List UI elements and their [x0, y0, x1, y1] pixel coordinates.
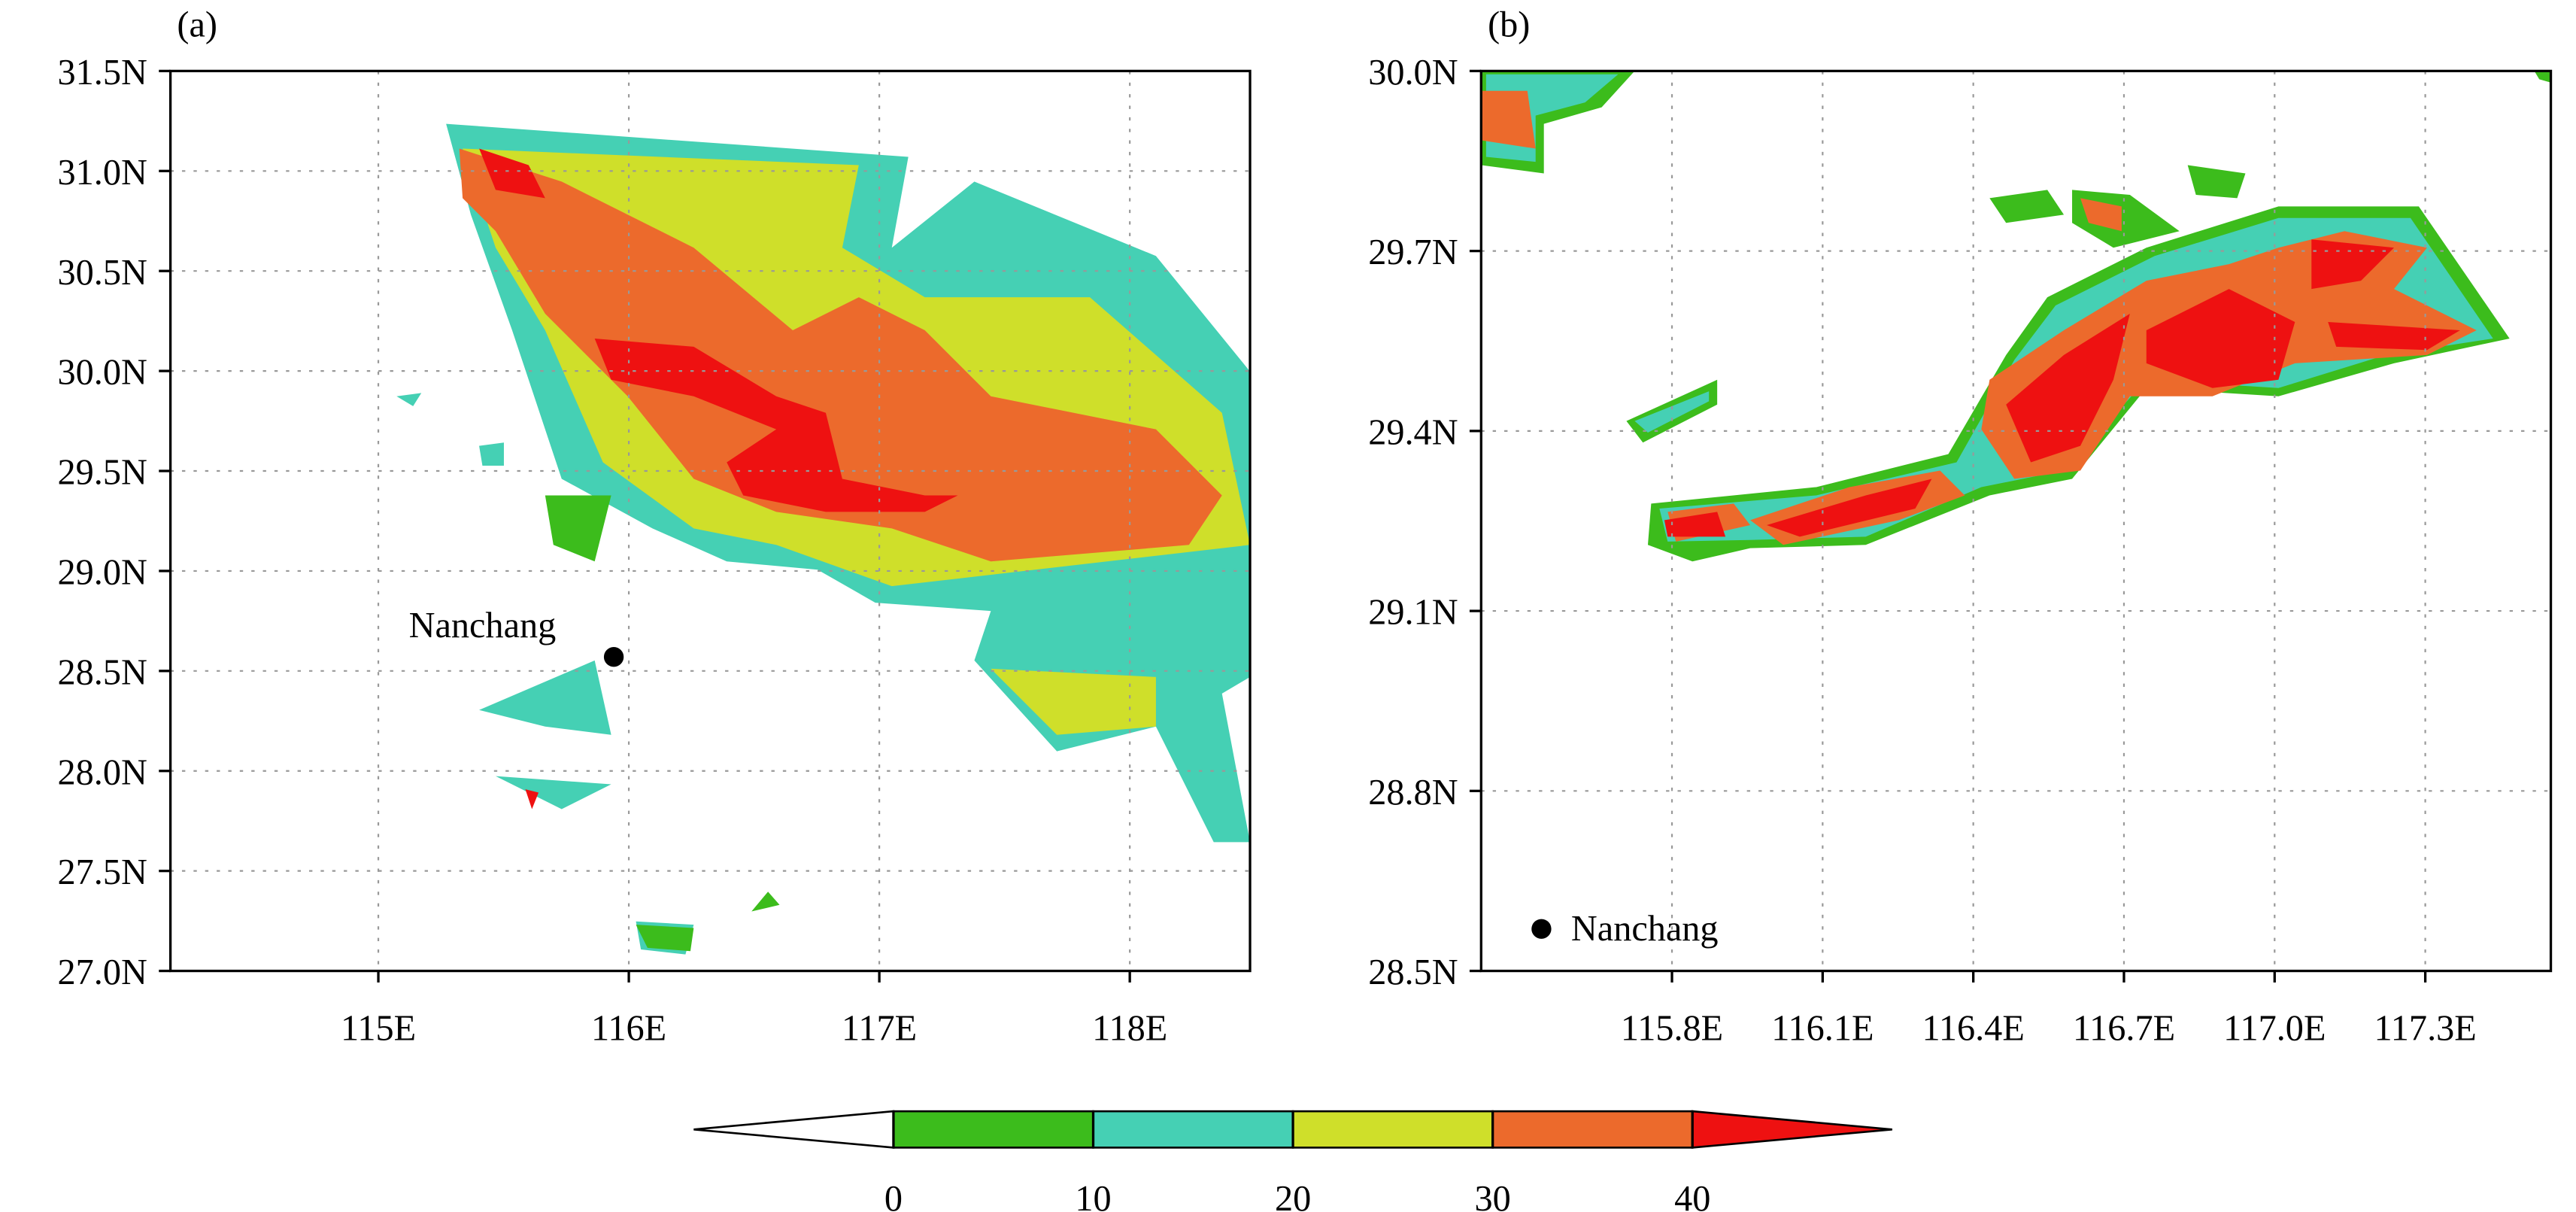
y-tick-label: 29.4N [1368, 412, 1458, 452]
colorbar-segment [892, 1110, 1094, 1149]
colorbar-tick-label: 0 [884, 1179, 903, 1212]
y-tick-label: 31.0N [58, 153, 147, 193]
colorbar-segment [1691, 1110, 1892, 1149]
y-tick-label: 27.0N [58, 952, 147, 992]
colorbar-segment [1291, 1110, 1494, 1149]
radar-echo-a [396, 123, 1251, 955]
y-tick-label: 29.7N [1368, 232, 1458, 272]
x-tick-label: 115.8E [1621, 1009, 1723, 1049]
y-tick-label: 28.8N [1368, 773, 1458, 813]
city-label: Nanchang [409, 606, 557, 645]
colorbar-tick-label: 40 [1674, 1179, 1710, 1212]
x-tick-label: 116.4E [1922, 1009, 2025, 1049]
colorbar-tick-label: 30 [1475, 1179, 1511, 1212]
colorbar-tick-label: 10 [1075, 1179, 1111, 1212]
y-tick-label: 30.5N [58, 253, 147, 293]
x-tick-label: 115E [341, 1009, 416, 1049]
x-tick-label: 116.1E [1771, 1009, 1874, 1049]
x-tick-label: 117.0E [2223, 1009, 2326, 1049]
city-marker [603, 647, 624, 667]
plot-frame [1479, 69, 2553, 973]
plot-frame [168, 69, 1252, 973]
panel-label: (b) [1488, 5, 1530, 44]
x-tick-label: 116E [591, 1009, 666, 1049]
x-tick-label: 116.7E [2073, 1009, 2175, 1049]
radar-echo-b [1481, 71, 2551, 562]
colorbar-segment [1491, 1110, 1694, 1149]
colorbar-segment [693, 1110, 895, 1149]
colorbar-tick-label: 20 [1275, 1179, 1311, 1212]
city-label: Nanchang [1571, 909, 1719, 949]
colorbar-segment [1092, 1110, 1294, 1149]
x-tick-label: 117.3E [2374, 1009, 2476, 1049]
y-tick-label: 31.5N [58, 53, 147, 93]
y-tick-label: 28.0N [58, 752, 147, 792]
y-tick-label: 28.5N [58, 652, 147, 692]
y-tick-label: 27.5N [58, 852, 147, 892]
city-marker [1531, 919, 1552, 939]
y-tick-label: 30.0N [58, 353, 147, 393]
colorbar: 0 10 20 30 40 [693, 1110, 1892, 1212]
y-tick-label: 28.5N [1368, 952, 1458, 992]
y-tick-label: 29.0N [58, 552, 147, 592]
x-tick-label: 117E [842, 1009, 917, 1049]
y-tick-label: 29.1N [1368, 593, 1458, 633]
axes-layer: 115E 116E 117E 118E 27.0N 27.5N 28.0N 28.5N 29.0… [58, 5, 2553, 1049]
y-tick-label: 29.5N [58, 453, 147, 493]
panel-label: (a) [177, 5, 217, 44]
y-tick-label: 30.0N [1368, 53, 1458, 93]
x-tick-label: 118E [1092, 1009, 1167, 1049]
